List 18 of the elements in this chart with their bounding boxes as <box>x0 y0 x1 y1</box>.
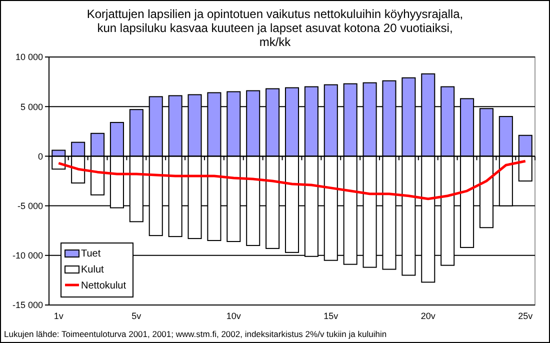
y-tick-label: -5 000 <box>17 200 43 211</box>
y-tick-label: 0 <box>38 151 43 162</box>
chart-title: Korjattujen lapsilien ja opintotuen vaikutus nettokuluihin köyhyysrajalla, kun lapsiluku kasvaa kuuteen ja lapset asuvat kotona 20 vuotiaiksi, mk/kk <box>86 7 464 49</box>
x-tick-label: 25v <box>518 311 534 321</box>
x-tick-label: 5v <box>132 311 142 321</box>
legend-label: Kulut <box>81 264 104 276</box>
y-tick-label: -10 000 <box>12 250 43 261</box>
y-tick-label: 5 000 <box>20 102 43 112</box>
x-tick-label: 10v <box>226 311 242 321</box>
y-tick-label: 10 000 <box>15 52 43 62</box>
legend-label: Tuet <box>81 248 101 260</box>
line-series <box>57 160 527 200</box>
legend-label: Nettokulut <box>81 280 126 292</box>
x-tick-label: 20v <box>420 311 436 321</box>
text: Lukujen lähde: Toimeentuloturva 2001, 2001; www.stm.fi, 2002, indeksitarkistus 2%/v tukiin ja kuluihin <box>4 329 387 339</box>
y-tick-label: -15 000 <box>12 300 43 310</box>
x-tick-label: 15v <box>324 311 339 321</box>
x-tick-label: 1v <box>54 311 64 321</box>
